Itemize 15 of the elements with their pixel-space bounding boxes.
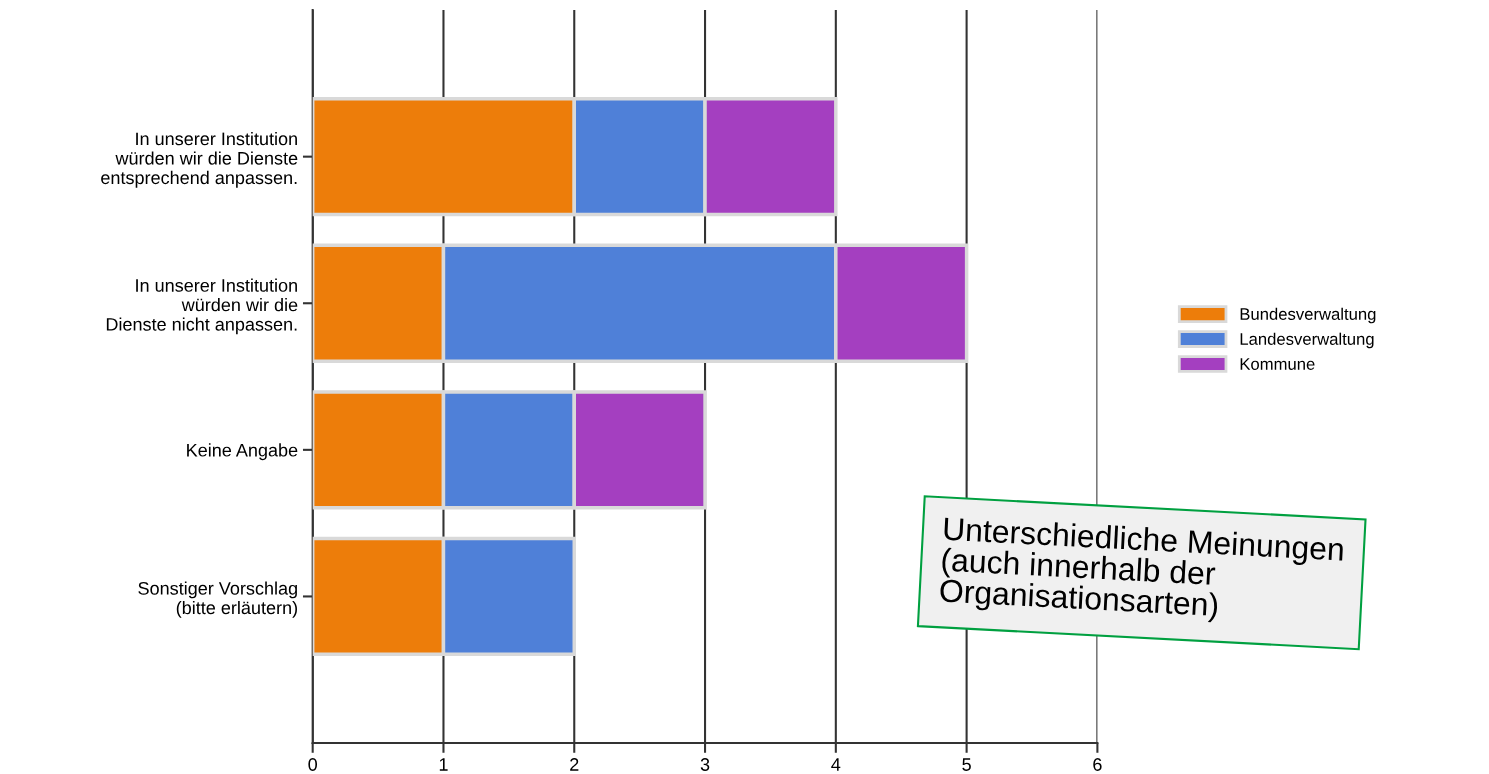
x-tick-label: 5 [962, 758, 971, 771]
x-tick-label: 3 [700, 758, 710, 771]
annotation: Unterschiedliche Meinungen (auch innerhalb der Organisationsarten) [939, 516, 1344, 623]
x-tick-label: 0 [308, 758, 318, 771]
x-tick-label: 1 [439, 758, 448, 771]
x-tick-label: 4 [831, 758, 841, 771]
y-tick-label: In unserer Institution würden wir die Dienste entsprechend anpassen. [101, 131, 298, 188]
legend-label: Bundesverwaltung [1240, 307, 1376, 324]
y-tick-label: In unserer Institution würden wir die Dienste nicht anpassen. [106, 278, 298, 335]
x-tick-label: 2 [570, 758, 579, 771]
x-tick-label: 6 [1093, 758, 1102, 771]
legend-label: Landesverwaltung [1240, 332, 1374, 349]
y-tick-label: Sonstiger Vorschlag (bitte erläutern) [138, 581, 297, 618]
legend-label: Kommune [1240, 358, 1315, 370]
y-tick-label: Keine Angabe [187, 443, 298, 461]
